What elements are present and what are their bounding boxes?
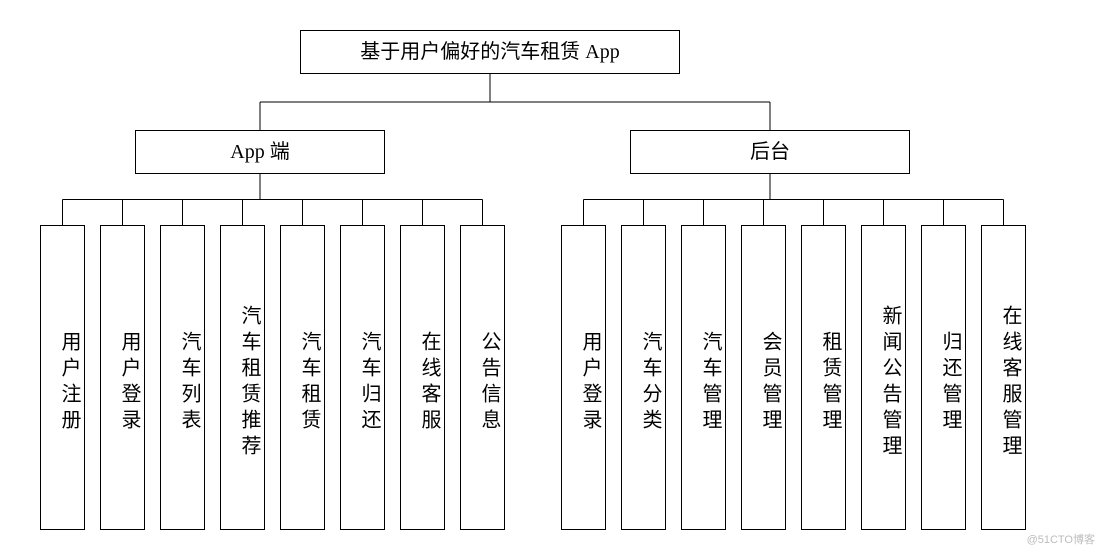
leaf-label: 用户登录 (576, 331, 605, 435)
leaf-node: 用户登录 (100, 225, 145, 530)
leaf-node: 归还管理 (921, 225, 966, 530)
leaf-node: 用户注册 (40, 225, 85, 530)
leaf-node: 汽车租赁推荐 (220, 225, 265, 530)
leaf-label: 新闻公告管理 (876, 305, 905, 461)
leaf-node: 公告信息 (460, 225, 505, 530)
leaf-label: 在线客服 (415, 331, 444, 435)
leaf-node: 汽车管理 (681, 225, 726, 530)
leaf-label: 汽车租赁 (295, 331, 324, 435)
leaf-label: 汽车列表 (175, 331, 204, 435)
leaf-node: 新闻公告管理 (861, 225, 906, 530)
leaf-label: 汽车租赁推荐 (235, 305, 264, 461)
leaf-label: 汽车管理 (696, 331, 725, 435)
leaf-label: 用户注册 (55, 331, 84, 435)
branch-node-app: App 端 (135, 130, 385, 174)
leaf-node: 在线客服管理 (981, 225, 1026, 530)
leaf-label: 在线客服管理 (996, 305, 1025, 461)
leaf-node: 汽车归还 (340, 225, 385, 530)
leaf-label: 用户登录 (115, 331, 144, 435)
leaf-label: 会员管理 (756, 331, 785, 435)
leaf-label: 汽车归还 (355, 331, 384, 435)
leaf-label: 公告信息 (475, 331, 504, 435)
leaf-node: 会员管理 (741, 225, 786, 530)
leaf-node: 租赁管理 (801, 225, 846, 530)
leaf-label: 汽车分类 (636, 331, 665, 435)
leaf-node: 汽车列表 (160, 225, 205, 530)
leaf-label: 归还管理 (936, 331, 965, 435)
watermark-text: @51CTO博客 (1027, 531, 1095, 547)
leaf-node: 在线客服 (400, 225, 445, 530)
branch-app-label: App 端 (230, 138, 289, 166)
leaf-node: 汽车租赁 (280, 225, 325, 530)
branch-backend-label: 后台 (750, 138, 790, 166)
root-label: 基于用户偏好的汽车租赁 App (360, 38, 619, 66)
leaf-label: 租赁管理 (816, 331, 845, 435)
root-node: 基于用户偏好的汽车租赁 App (300, 30, 680, 74)
branch-node-backend: 后台 (630, 130, 910, 174)
leaf-node: 用户登录 (561, 225, 606, 530)
leaf-node: 汽车分类 (621, 225, 666, 530)
